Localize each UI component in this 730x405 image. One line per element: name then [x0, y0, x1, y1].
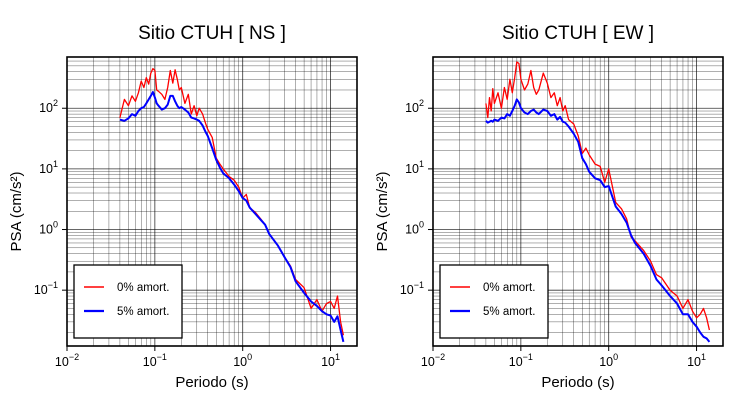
y-tick-label: 101	[39, 159, 58, 176]
y-tick-label: 102	[405, 98, 424, 115]
x-tick-label: 100	[599, 352, 618, 369]
x-tick-label: 101	[687, 352, 706, 369]
plot-frame	[432, 56, 724, 347]
chart-title: Sitio CTUH [ NS ]	[138, 23, 286, 44]
legend-label: 5% amort.	[483, 306, 535, 318]
y-tick-label: 102	[39, 98, 58, 115]
series-group	[119, 67, 345, 343]
legend: 0% amort. 5% amort.	[73, 264, 183, 339]
legend: 0% amort. 5% amort.	[439, 264, 549, 339]
series-group	[485, 61, 711, 343]
y-tick-label: 101	[405, 159, 424, 176]
chart-title: Sitio CTUH [ EW ]	[502, 23, 654, 44]
legend-box	[73, 264, 183, 339]
series-line-damped	[485, 98, 711, 343]
series-line-undamped	[485, 61, 711, 331]
x-axis-label: Periodo (s)	[541, 374, 614, 391]
y-axis-label: PSA (cm/s²)	[374, 171, 391, 251]
grid	[67, 57, 357, 346]
legend-label: 0% amort.	[117, 282, 169, 294]
x-axis-label: Periodo (s)	[175, 374, 248, 391]
x-tick-label: 101	[321, 352, 340, 369]
grid	[433, 57, 723, 346]
x-tick-label: 100	[233, 352, 252, 369]
series-line-damped	[119, 91, 345, 343]
chart-panel-1: 10−2 10−1 100 101 10−1 100 101 102 Sitio CTUH [ …	[8, 23, 358, 391]
plot-frame	[66, 56, 358, 347]
chart-panel-2: 10−2 10−1 100 101 10−1 100 101 102 Sitio CTUH [ …	[374, 23, 724, 391]
y-tick-label: 10−1	[400, 280, 424, 297]
legend-box	[439, 264, 549, 339]
y-tick-label: 10−1	[34, 280, 58, 297]
y-tick-label: 100	[405, 220, 424, 237]
legend-label: 5% amort.	[117, 306, 169, 318]
y-tick-label: 100	[39, 220, 58, 237]
y-axis-label: PSA (cm/s²)	[8, 171, 25, 251]
x-tick-label: 10−1	[509, 352, 533, 369]
x-tick-label: 10−1	[143, 352, 167, 369]
legend-label: 0% amort.	[483, 282, 535, 294]
x-tick-label: 10−2	[55, 352, 79, 369]
x-tick-label: 10−2	[421, 352, 445, 369]
